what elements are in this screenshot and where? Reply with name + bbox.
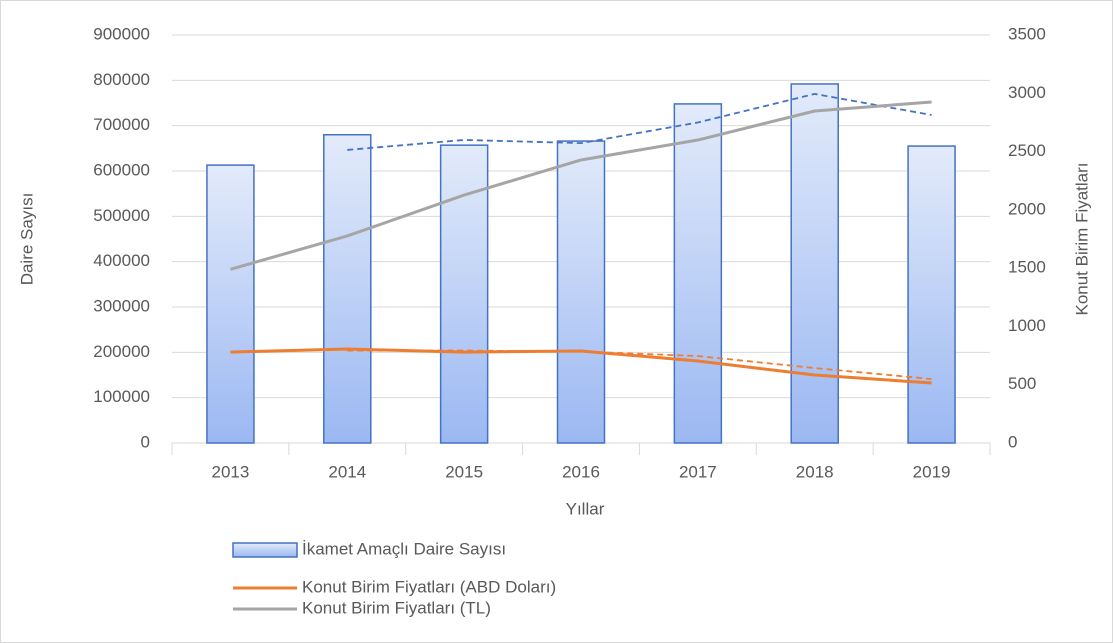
bar — [206, 164, 255, 444]
y-tick-label: 600000 — [93, 160, 150, 179]
y2-tick-label: 1000 — [1008, 316, 1046, 335]
y-tick-label: 500000 — [93, 206, 150, 225]
line-series — [230, 100, 932, 271]
trendline — [347, 349, 932, 380]
bar — [556, 140, 606, 444]
legend-label: Konut Birim Fiyatları (ABD Doları) — [302, 577, 556, 596]
bar — [673, 103, 723, 444]
y2-tick-label: 500 — [1008, 374, 1036, 393]
y-tick-label: 800000 — [93, 70, 150, 89]
y-tick-label: 300000 — [93, 296, 150, 315]
y2-tick-label: 1500 — [1008, 258, 1046, 277]
trendline — [347, 93, 932, 151]
x-tick-label: 2013 — [212, 462, 250, 481]
y-tick-label: 100000 — [93, 387, 150, 406]
y2-tick-label: 2000 — [1008, 199, 1046, 218]
y-tick-label: 400000 — [93, 251, 150, 270]
y-tick-label: 200000 — [93, 342, 150, 361]
y2-tick-label: 3500 — [1008, 24, 1046, 43]
bar — [323, 133, 372, 444]
x-axis-title: Yıllar — [566, 499, 605, 518]
y-tick-label: 0 — [141, 432, 150, 451]
y-tick-label: 900000 — [93, 24, 150, 43]
x-tick-label: 2017 — [679, 462, 717, 481]
line-series — [230, 347, 932, 385]
bar — [790, 83, 839, 444]
x-tick-label: 2019 — [913, 462, 951, 481]
x-tick-label: 2016 — [562, 462, 600, 481]
y2-tick-label: 2500 — [1008, 141, 1046, 160]
y2-tick-label: 0 — [1008, 432, 1017, 451]
y2-tick-label: 3000 — [1008, 83, 1046, 102]
bar — [907, 145, 956, 444]
x-tick-label: 2014 — [328, 462, 366, 481]
x-tick-label: 2015 — [445, 462, 483, 481]
x-tick-label: 2018 — [796, 462, 834, 481]
y-axis-title: Daire Sayısı — [17, 193, 36, 286]
y2-axis-title: Konut Birim Fiyatları — [1072, 162, 1091, 315]
legend-label: İkamet Amaçlı Daire Sayısı — [302, 539, 506, 558]
legend-label: Konut Birim Fiyatları (TL) — [302, 598, 491, 617]
y-tick-label: 700000 — [93, 115, 150, 134]
legend-swatch — [232, 542, 298, 558]
